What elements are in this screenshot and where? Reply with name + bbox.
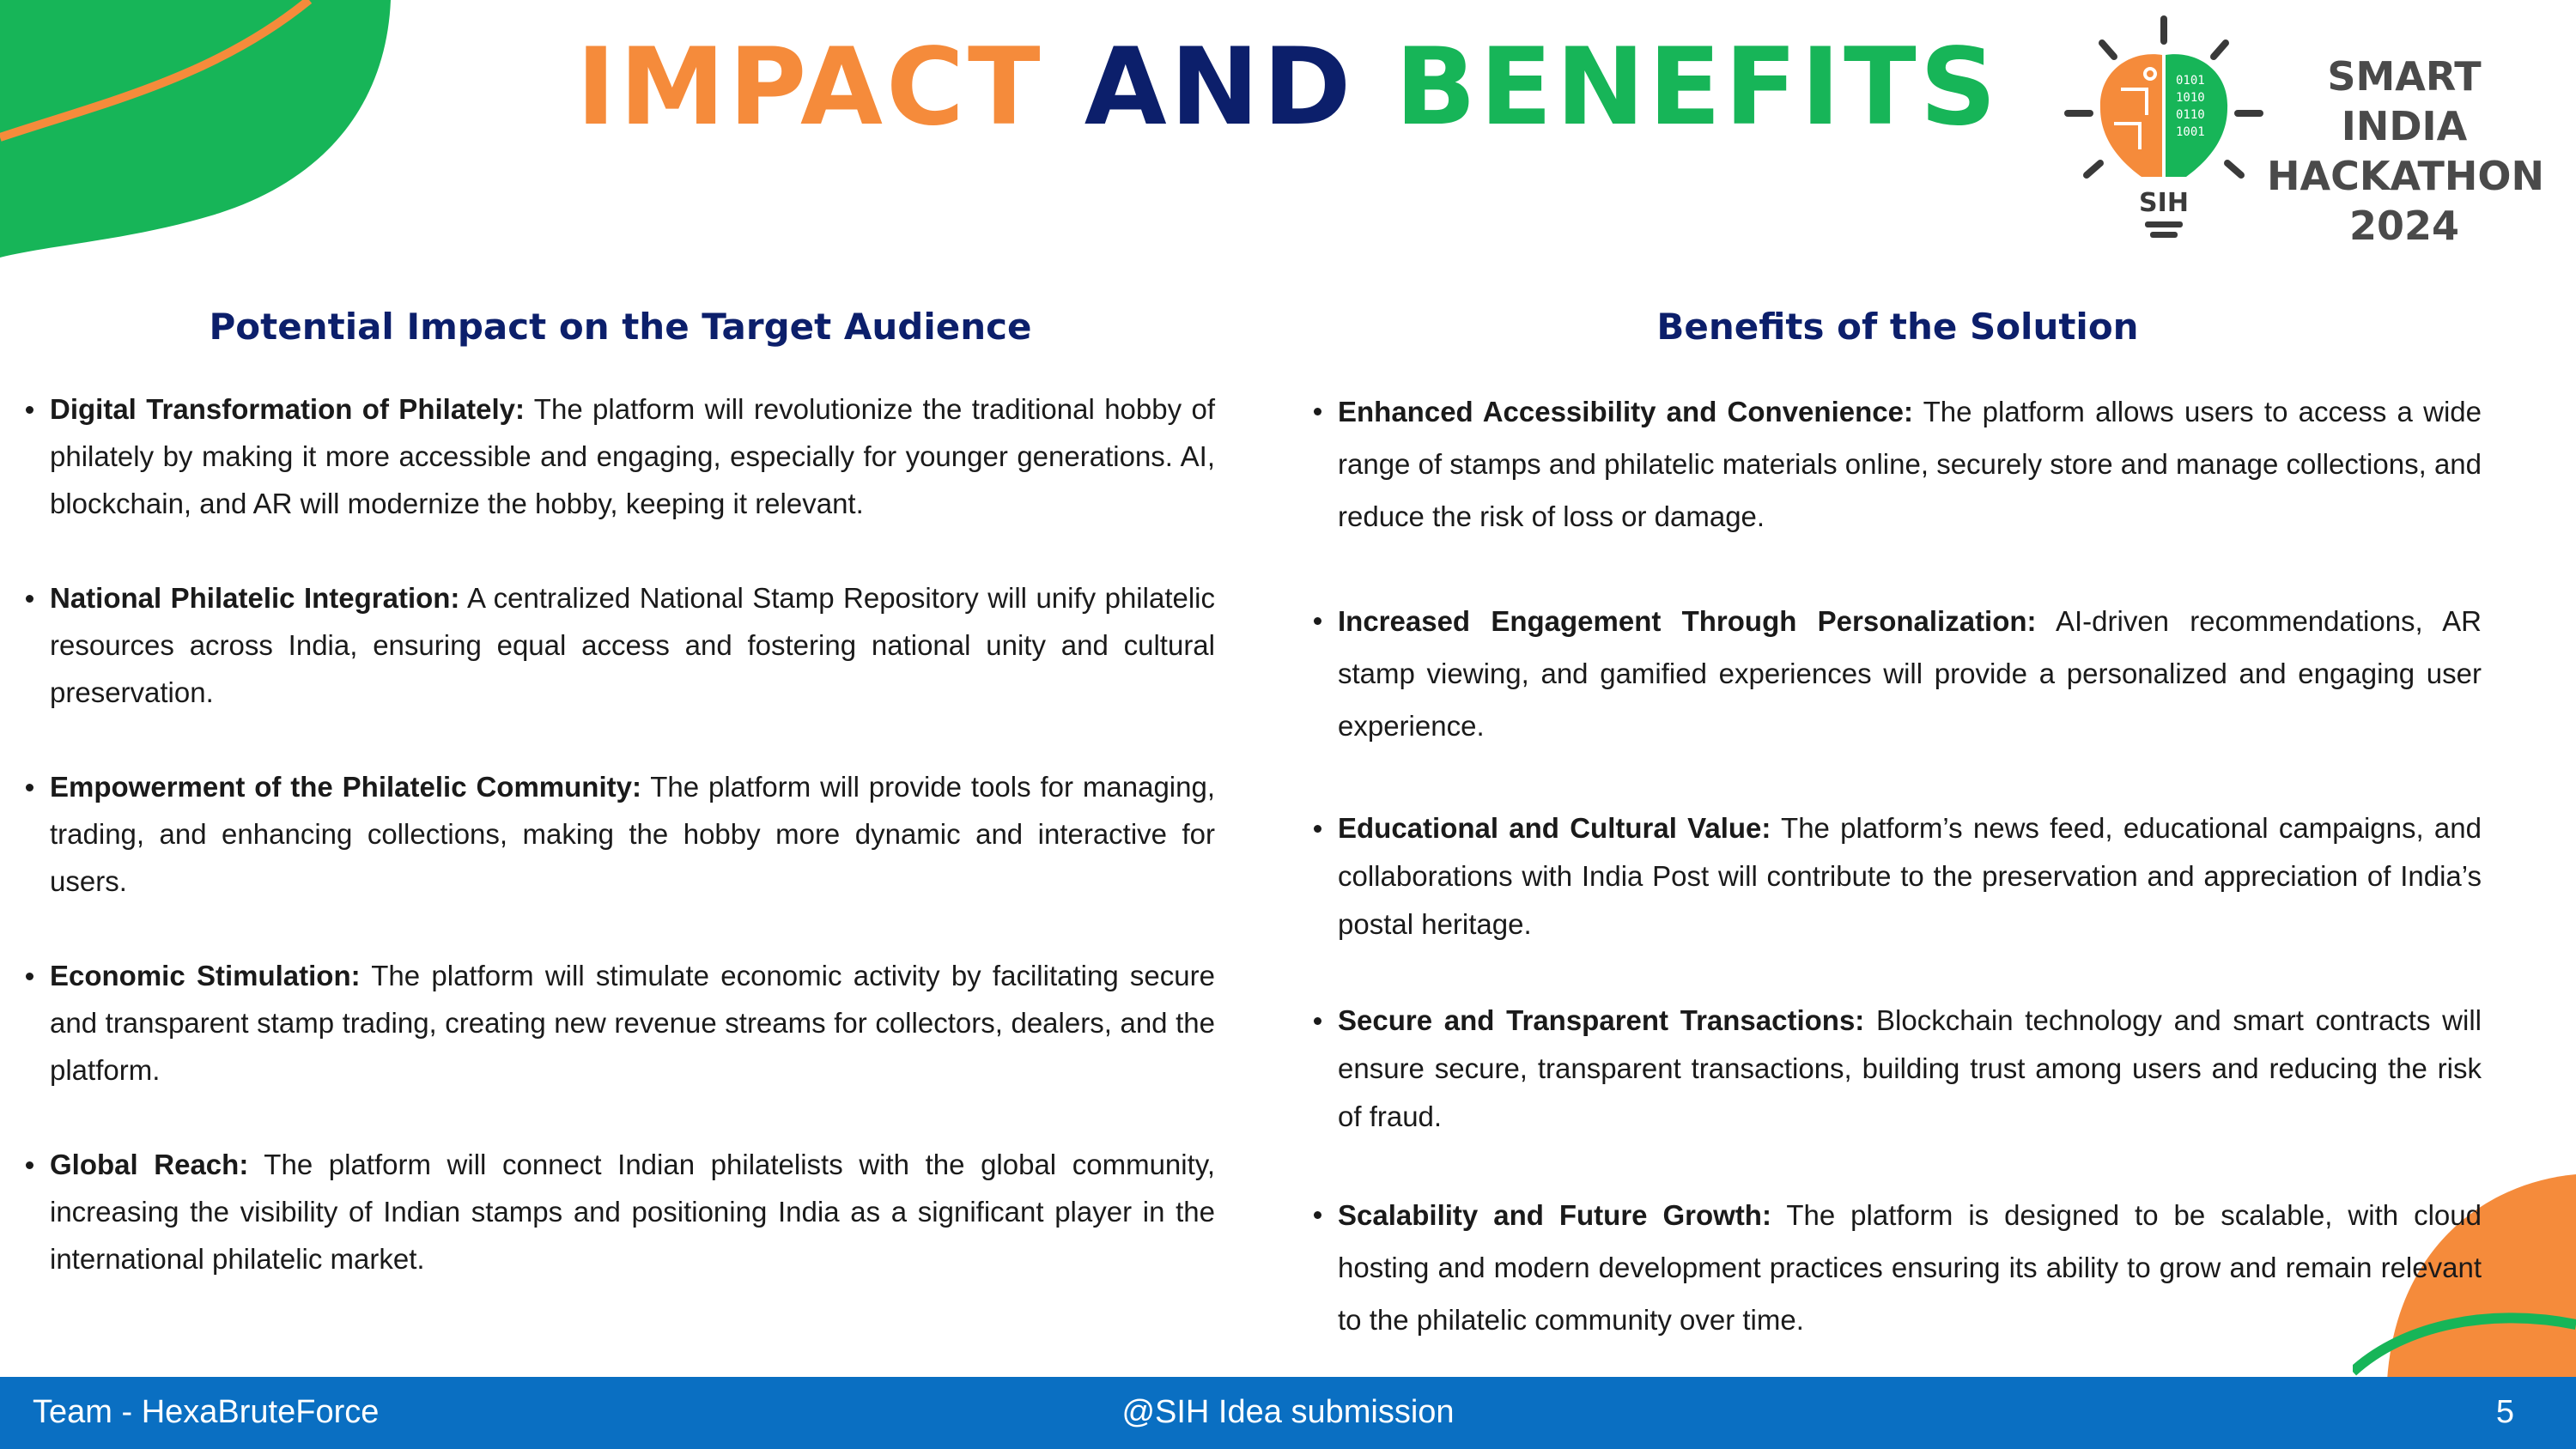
corner-decoration-top-left (0, 0, 391, 258)
impact-item-text: A centralized National Stamp Repository … (50, 582, 1215, 708)
sih-logo: 0101 1010 0110 1001 SIH SMART INDIA HACK… (2061, 12, 2550, 249)
svg-text:1001: 1001 (2176, 125, 2205, 139)
benefit-item: Enhanced Accessibility and Convenience: … (1314, 385, 2482, 543)
logo-line-1: SMART INDIA (2327, 53, 2482, 149)
benefit-item: Increased Engagement Through Personaliza… (1314, 595, 2482, 752)
benefit-item-title: Educational and Cultural Value: (1338, 812, 1771, 844)
impact-item-title: National Philatelic Integration: (50, 582, 460, 614)
impact-item: Empowerment of the Philatelic Community:… (26, 763, 1215, 905)
benefits-column: Benefits of the Solution Enhanced Access… (1314, 306, 2482, 1398)
benefit-item-text: The platform allows users to access a wi… (1338, 396, 2482, 532)
svg-text:0101: 0101 (2176, 74, 2205, 88)
impact-heading: Potential Impact on the Target Audience (209, 306, 1032, 348)
title-impact: IMPACT (575, 26, 1044, 149)
corner-decoration-bottom-right (2353, 1174, 2576, 1380)
sih-badge-text: SIH (2139, 188, 2189, 218)
impact-item-text: The platform will connect Indian philate… (50, 1149, 1215, 1275)
logo-line-3: 2024 (2348, 203, 2460, 249)
benefit-item-title: Enhanced Accessibility and Convenience: (1338, 396, 1913, 427)
benefit-item-text: The platform’s news feed, educational ca… (1338, 812, 2482, 940)
impact-list: Digital Transformation of Philately: The… (26, 385, 1215, 1282)
title-benefits: BENEFITS (1394, 26, 2001, 149)
brain-bulb-icon: 0101 1010 0110 1001 SIH (2064, 15, 2263, 238)
impact-item-text: The platform will stimulate economic act… (50, 960, 1215, 1086)
page-title: IMPACT AND BENEFITS (0, 29, 2576, 146)
benefit-item-text: Blockchain technology and smart contract… (1338, 1004, 2482, 1132)
benefit-item: Scalability and Future Growth: The platf… (1314, 1189, 2482, 1346)
benefit-item: Educational and Cultural Value: The plat… (1314, 804, 2482, 949)
benefit-item: Secure and Transparent Transactions: Blo… (1314, 997, 2482, 1141)
impact-item: Economic Stimulation: The platform will … (26, 952, 1215, 1094)
impact-item: Global Reach: The platform will connect … (26, 1141, 1215, 1282)
benefit-item-text: The platform is designed to be scalable,… (1338, 1199, 2482, 1336)
impact-column: Potential Impact on the Target Audience … (26, 306, 1215, 1330)
impact-item-title: Empowerment of the Philatelic Community: (50, 771, 641, 803)
benefit-item-title: Secure and Transparent Transactions: (1338, 1004, 1865, 1036)
impact-item-text: The platform will revolutionize the trad… (50, 393, 1216, 519)
impact-item: National Philatelic Integration: A centr… (26, 574, 1215, 716)
benefit-item-title: Scalability and Future Growth: (1338, 1199, 1771, 1231)
footer-bar: Team - HexaBruteForce @SIH Idea submissi… (0, 1377, 2576, 1449)
benefits-list: Enhanced Accessibility and Convenience: … (1314, 385, 2482, 1346)
svg-text:1010: 1010 (2176, 91, 2205, 105)
benefit-item-text: AI-driven recommendations, AR stamp view… (1338, 605, 2482, 742)
impact-item: Digital Transformation of Philately: The… (26, 385, 1215, 527)
title-and: AND (1084, 26, 1355, 149)
page-number: 5 (2495, 1394, 2514, 1430)
footer-submission-label: @SIH Idea submission (1121, 1394, 1455, 1430)
svg-text:0110: 0110 (2176, 108, 2205, 122)
benefits-heading: Benefits of the Solution (1656, 306, 2139, 348)
footer-team-name: Team - HexaBruteForce (33, 1394, 380, 1430)
impact-item-title: Economic Stimulation: (50, 960, 361, 991)
logo-line-2: HACKATHON (2267, 153, 2545, 199)
impact-item-title: Digital Transformation of Philately: (50, 393, 526, 425)
impact-item-title: Global Reach: (50, 1149, 249, 1180)
impact-item-text: The platform will provide tools for mana… (50, 771, 1216, 897)
benefit-item-title: Increased Engagement Through Personaliza… (1338, 605, 2037, 637)
logo-wordmark: SMART INDIA HACKATHON 2024 (2267, 52, 2545, 251)
